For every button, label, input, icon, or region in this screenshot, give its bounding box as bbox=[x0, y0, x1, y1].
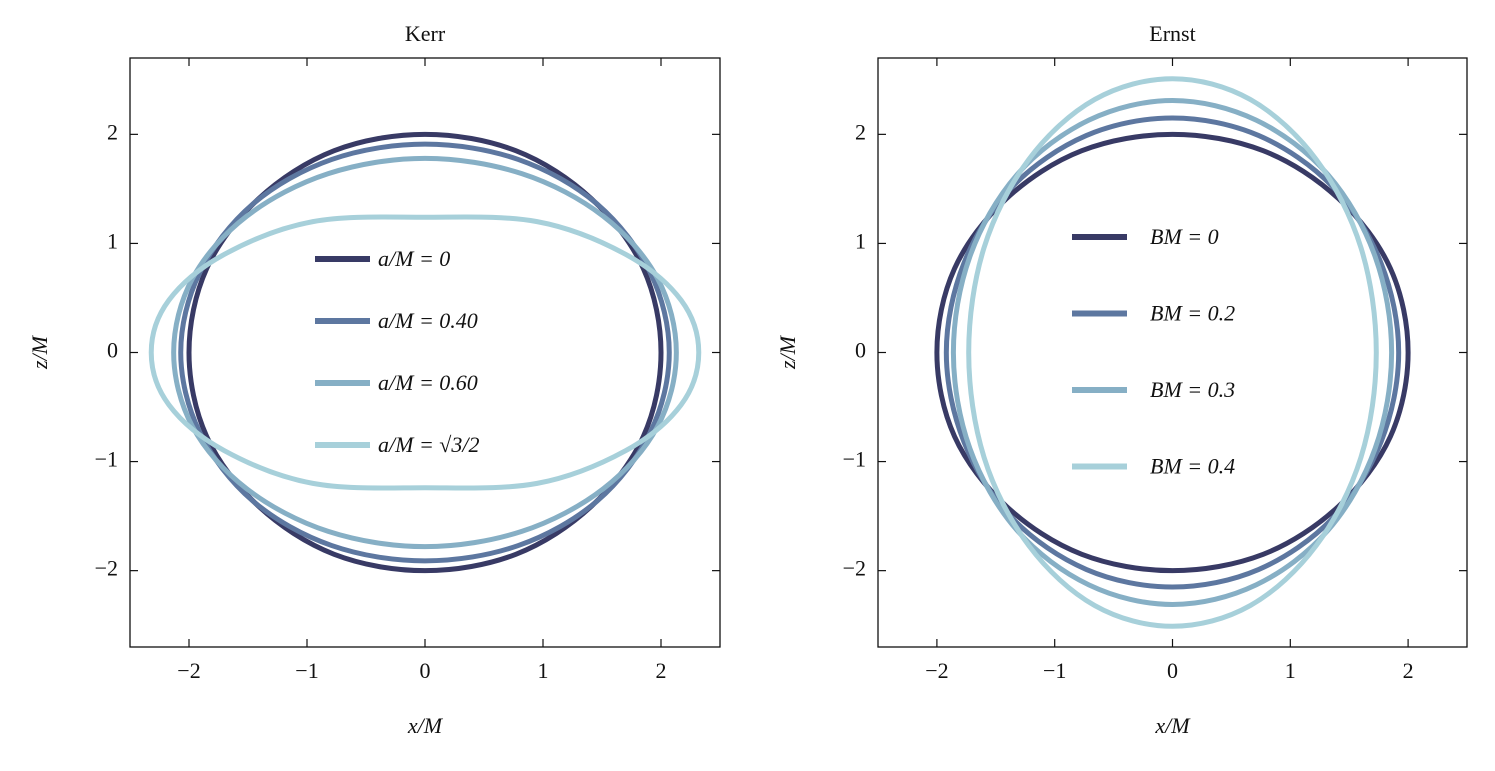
curve bbox=[171, 155, 679, 550]
legend-label: a/M = √3/2 bbox=[378, 432, 479, 457]
y-tick-label: 0 bbox=[855, 338, 866, 363]
curve bbox=[966, 76, 1379, 629]
curve bbox=[148, 214, 702, 491]
x-tick-label: 0 bbox=[420, 658, 431, 683]
y-tick-label: −2 bbox=[843, 556, 866, 581]
y-tick-label: 2 bbox=[855, 119, 866, 144]
x-axis-label: x/M bbox=[1154, 713, 1191, 738]
x-tick-label: −1 bbox=[1043, 658, 1066, 683]
x-tick-label: −1 bbox=[295, 658, 318, 683]
x-tick-label: −2 bbox=[925, 658, 948, 683]
y-tick-label: −1 bbox=[95, 447, 118, 472]
chart-title: Ernst bbox=[1149, 21, 1195, 46]
y-tick-label: 1 bbox=[107, 228, 118, 253]
x-tick-label: 1 bbox=[538, 658, 549, 683]
curve bbox=[186, 131, 664, 574]
legend-label: BM = 0.4 bbox=[1150, 454, 1235, 479]
x-tick-label: 1 bbox=[1285, 658, 1296, 683]
y-axis-label: z/M bbox=[775, 334, 800, 370]
y-axis-label: z/M bbox=[27, 334, 52, 370]
axes-frame bbox=[129, 57, 721, 648]
curve bbox=[943, 115, 1402, 590]
x-tick-label: −2 bbox=[177, 658, 200, 683]
y-tick-label: −2 bbox=[95, 556, 118, 581]
axes-frame bbox=[877, 57, 1468, 648]
legend-label: BM = 0.2 bbox=[1150, 301, 1235, 326]
x-axis-label: x/M bbox=[407, 713, 444, 738]
curve bbox=[934, 131, 1411, 574]
x-tick-label: 2 bbox=[1403, 658, 1414, 683]
x-tick-label: 0 bbox=[1167, 658, 1178, 683]
legend-label: a/M = 0.40 bbox=[378, 308, 478, 333]
y-tick-label: 0 bbox=[107, 338, 118, 363]
legend-label: a/M = 0 bbox=[378, 246, 450, 271]
y-tick-label: 1 bbox=[855, 228, 866, 253]
y-tick-label: 2 bbox=[107, 119, 118, 144]
legend-label: BM = 0.3 bbox=[1150, 377, 1235, 402]
y-tick-label: −1 bbox=[843, 447, 866, 472]
x-tick-label: 2 bbox=[656, 658, 667, 683]
curve bbox=[178, 141, 672, 564]
legend-label: BM = 0 bbox=[1150, 224, 1219, 249]
chart-title: Kerr bbox=[405, 21, 446, 46]
legend-label: a/M = 0.60 bbox=[378, 370, 478, 395]
curve bbox=[950, 98, 1395, 607]
